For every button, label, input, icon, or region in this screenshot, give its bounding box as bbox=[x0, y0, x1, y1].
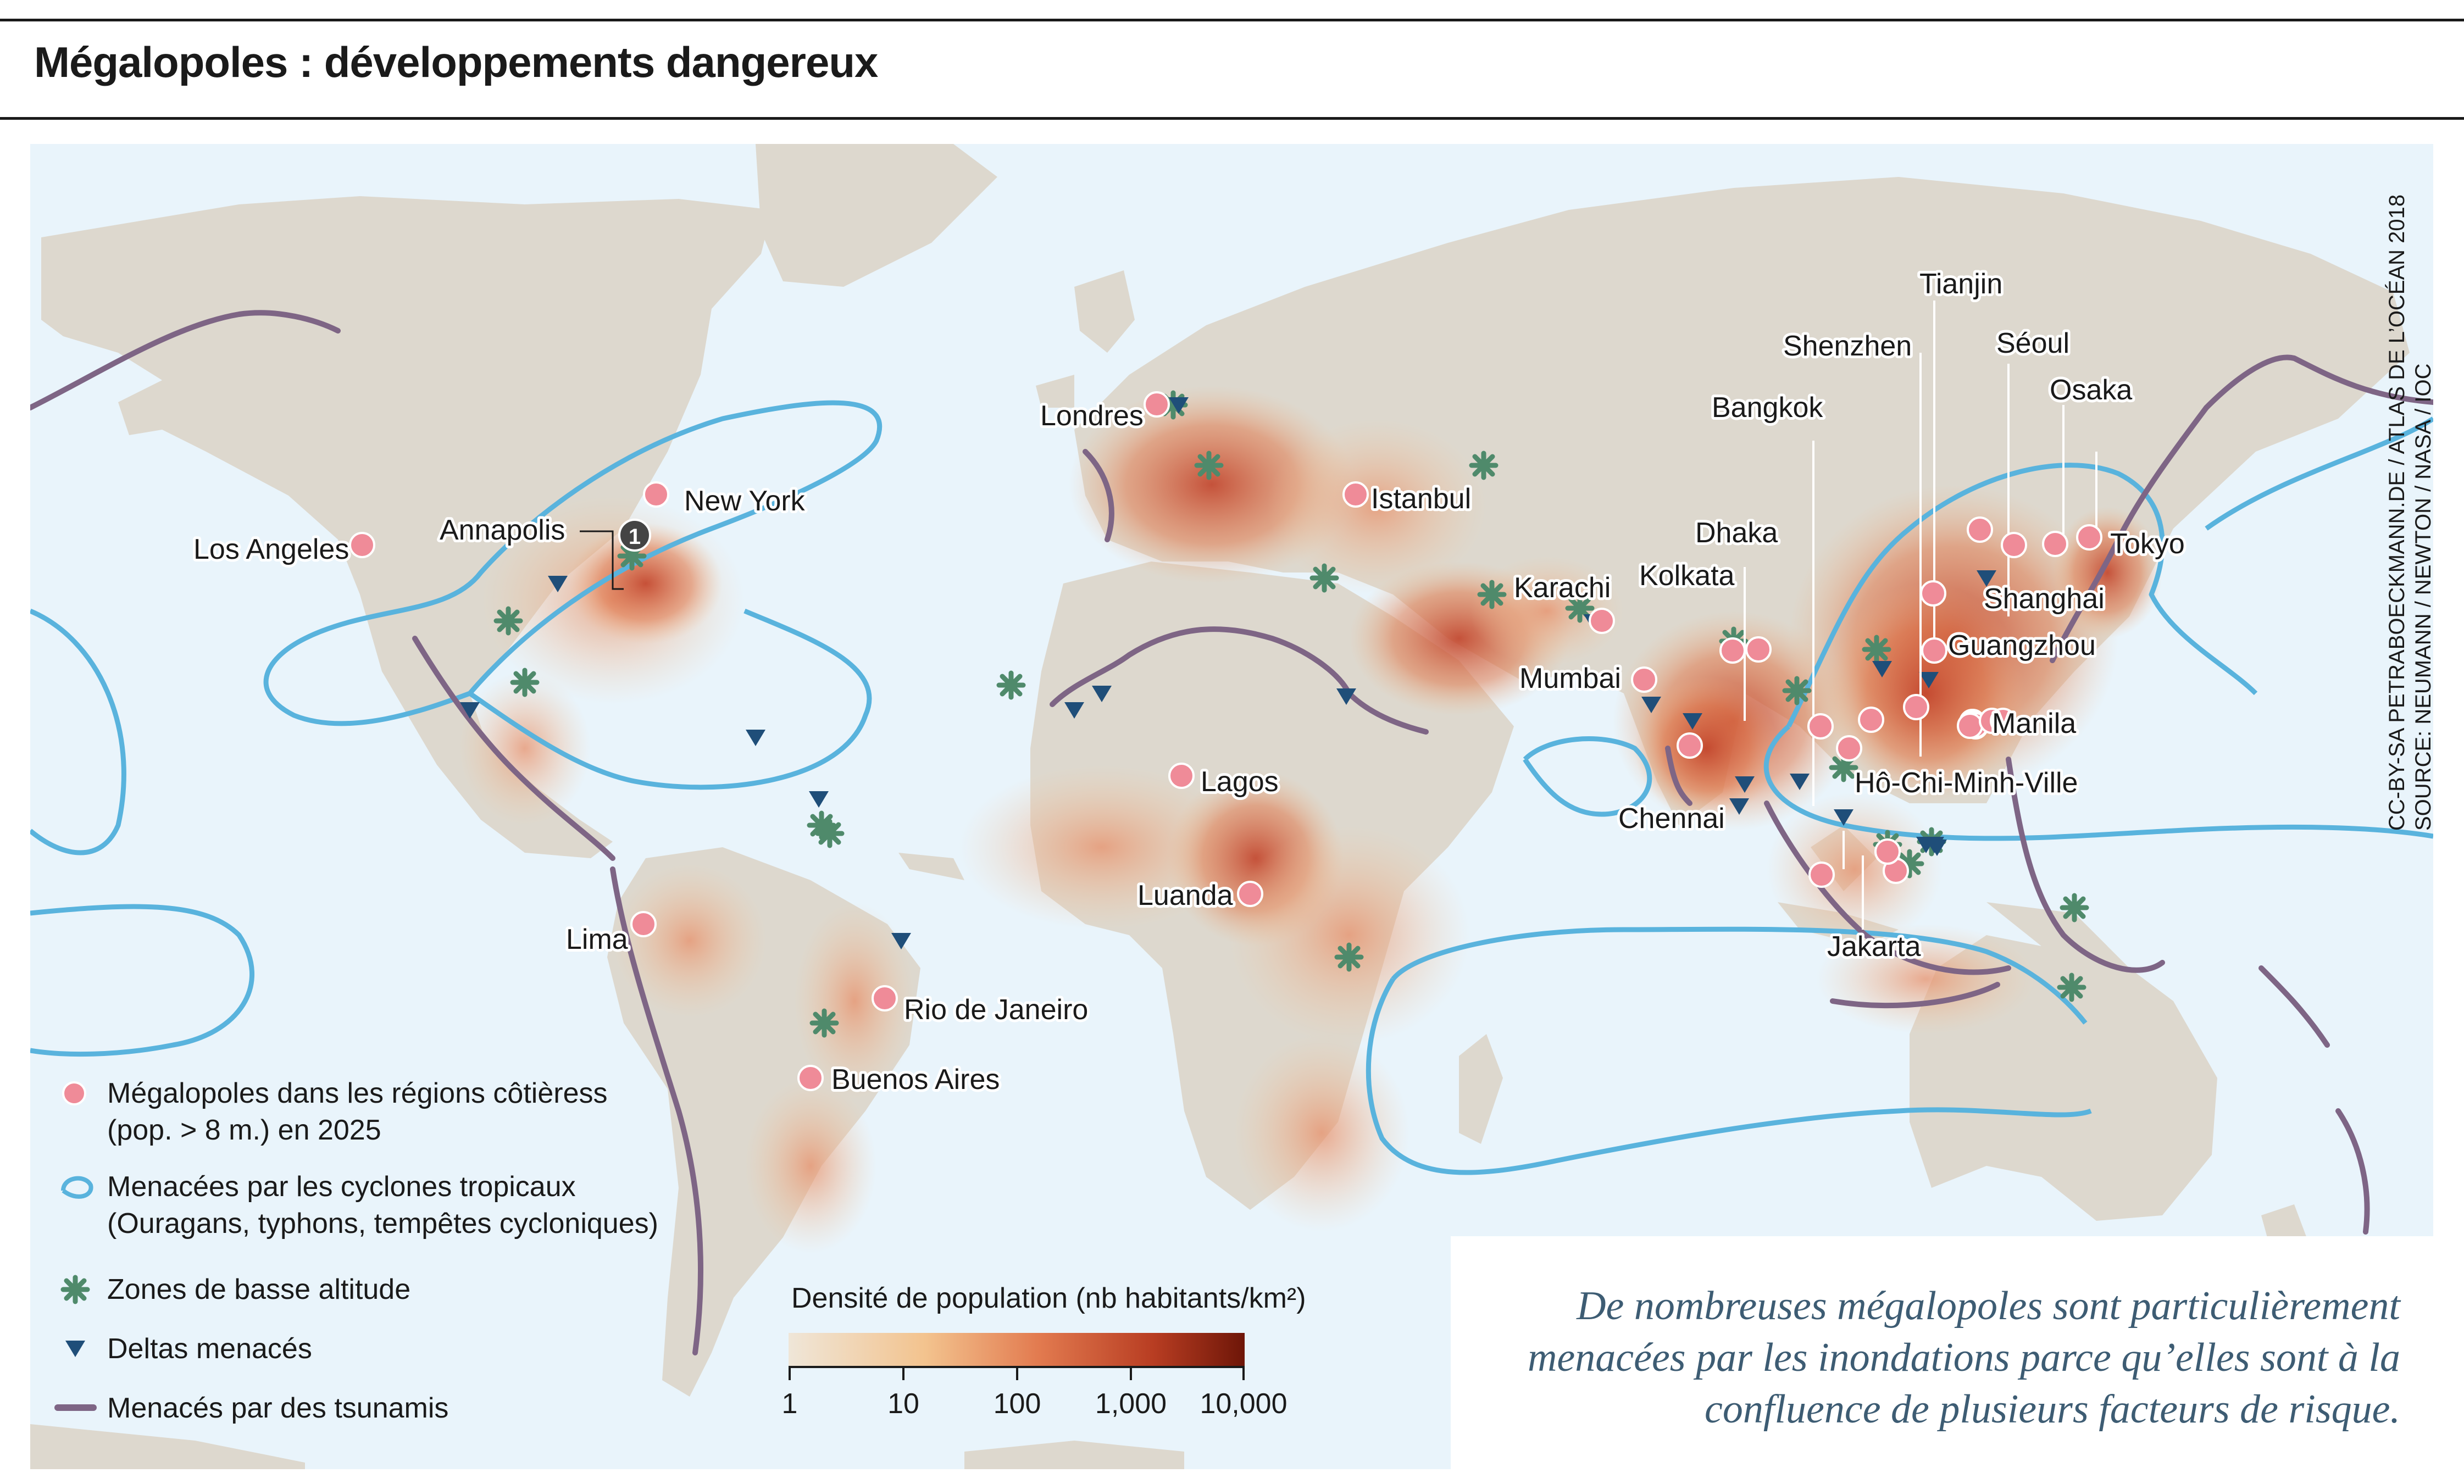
city-label-shanghai: Shanghai bbox=[1984, 583, 2105, 615]
city-label-osaka: Osaka bbox=[2050, 374, 2132, 406]
city-label-karachi: Karachi bbox=[1514, 572, 1611, 604]
legend-cyclone-sublabel: (Ouragans, typhons, tempêtes cycloniques… bbox=[107, 1208, 658, 1240]
city-label-guangzhou: Guangzhou bbox=[1948, 630, 2096, 662]
megacity-markers bbox=[349, 391, 2102, 1091]
map-title: Mégalopoles : développements dangereux bbox=[34, 38, 878, 86]
city-leader-lines bbox=[1744, 301, 2097, 930]
city-label-londres: Londres bbox=[1040, 400, 1144, 432]
legend-asterisk-symbol bbox=[63, 1277, 87, 1302]
city-label-luanda: Luanda bbox=[1137, 880, 1233, 911]
legend-deltas-label: Deltas menacés bbox=[107, 1333, 312, 1365]
city-label-manila: Manila bbox=[1992, 708, 2076, 740]
note-box: De nombreuses mégalopoles sont particuli… bbox=[1451, 1236, 2433, 1469]
note-text: De nombreuses mégalopoles sont particuli… bbox=[1527, 1283, 2400, 1432]
credit-line-2: SOURCE: NEUMANN / NEWTON / NASA / IOC bbox=[2411, 364, 2433, 831]
population-density bbox=[459, 386, 2162, 1254]
tsunami-zones bbox=[30, 310, 2433, 1355]
city-label-tokyo: Tokyo bbox=[2110, 528, 2185, 560]
annapolis-leader-line bbox=[580, 530, 624, 590]
credit-line-1: CC-BY-SA PETRABOECKMANN.DE / ATLAS DE L’… bbox=[2384, 194, 2409, 831]
legend-tsunami-label: Menacés par des tsunamis bbox=[107, 1392, 448, 1424]
legend-triangle-symbol bbox=[65, 1341, 85, 1357]
legend-cyclone-label: Menacées par les cyclones tropicaux bbox=[107, 1171, 576, 1203]
density-tick-10: 10 bbox=[887, 1388, 919, 1420]
city-label-lima: Lima bbox=[566, 924, 628, 955]
legend-cyclone-symbol bbox=[61, 1176, 93, 1199]
city-label-annapolis: Annapolis bbox=[440, 514, 565, 546]
density-tick-1000: 1,000 bbox=[1095, 1388, 1167, 1420]
city-label-ho-chi-minh-ville: Hô-Chi-Minh-Ville bbox=[1855, 767, 2078, 799]
map-canvas: 1 Los Angeles New York Annapolis Lima Ri… bbox=[30, 144, 2433, 1469]
city-label-tianjin: Tianjin bbox=[1919, 268, 2002, 300]
city-label-dhaka: Dhaka bbox=[1695, 517, 1778, 549]
title-rule bbox=[0, 117, 2464, 120]
city-label-seoul: Séoul bbox=[1996, 327, 2069, 359]
city-label-buenos-aires: Buenos Aires bbox=[831, 1064, 1000, 1096]
city-label-bangkok: Bangkok bbox=[1712, 392, 1823, 424]
world-map: 1 Los Angeles New York Annapolis Lima Ri… bbox=[30, 144, 2433, 1469]
legend-low-elevation-label: Zones de basse altitude bbox=[107, 1274, 410, 1305]
city-label-shenzhen: Shenzhen bbox=[1783, 330, 1912, 362]
density-tick-10000: 10,000 bbox=[1200, 1388, 1287, 1420]
city-labels: Los Angeles New York Annapolis Lima Rio … bbox=[191, 265, 2188, 1098]
legend-megacities-label: Mégalopoles dans les régions côtièress bbox=[107, 1077, 608, 1109]
city-label-kolkata: Kolkata bbox=[1639, 560, 1735, 592]
city-label-mumbai: Mumbai bbox=[1519, 663, 1621, 694]
density-legend-title: Densité de population (nb habitants/km²) bbox=[791, 1282, 1306, 1314]
city-label-istanbul: Istanbul bbox=[1371, 483, 1471, 515]
legend-pink-dot bbox=[62, 1081, 86, 1105]
legend-megacities-sublabel: (pop. > 8 m.) en 2025 bbox=[107, 1114, 381, 1146]
density-color-bar bbox=[789, 1333, 1245, 1367]
annapolis-marker: 1 bbox=[618, 519, 651, 552]
city-label-los-angeles: Los Angeles bbox=[193, 533, 349, 565]
cyclone-zones bbox=[30, 400, 2433, 1175]
city-label-new-york: New York bbox=[684, 485, 806, 517]
density-ticks bbox=[789, 1366, 1245, 1380]
credits: CC-BY-SA PETRABOECKMANN.DE / ATLAS DE L’… bbox=[2384, 194, 2433, 831]
density-tick-1: 1 bbox=[782, 1388, 798, 1420]
density-tick-100: 100 bbox=[994, 1388, 1041, 1420]
city-label-lagos: Lagos bbox=[1201, 766, 1279, 798]
city-label-rio-de-janeiro: Rio de Janeiro bbox=[904, 994, 1088, 1026]
legend: Mégalopoles dans les régions côtièress (… bbox=[54, 1077, 1306, 1424]
city-label-jakarta: Jakarta bbox=[1827, 931, 1921, 963]
city-label-chennai: Chennai bbox=[1618, 803, 1725, 835]
top-rule bbox=[0, 19, 2464, 21]
annapolis-marker-label: 1 bbox=[629, 525, 641, 549]
